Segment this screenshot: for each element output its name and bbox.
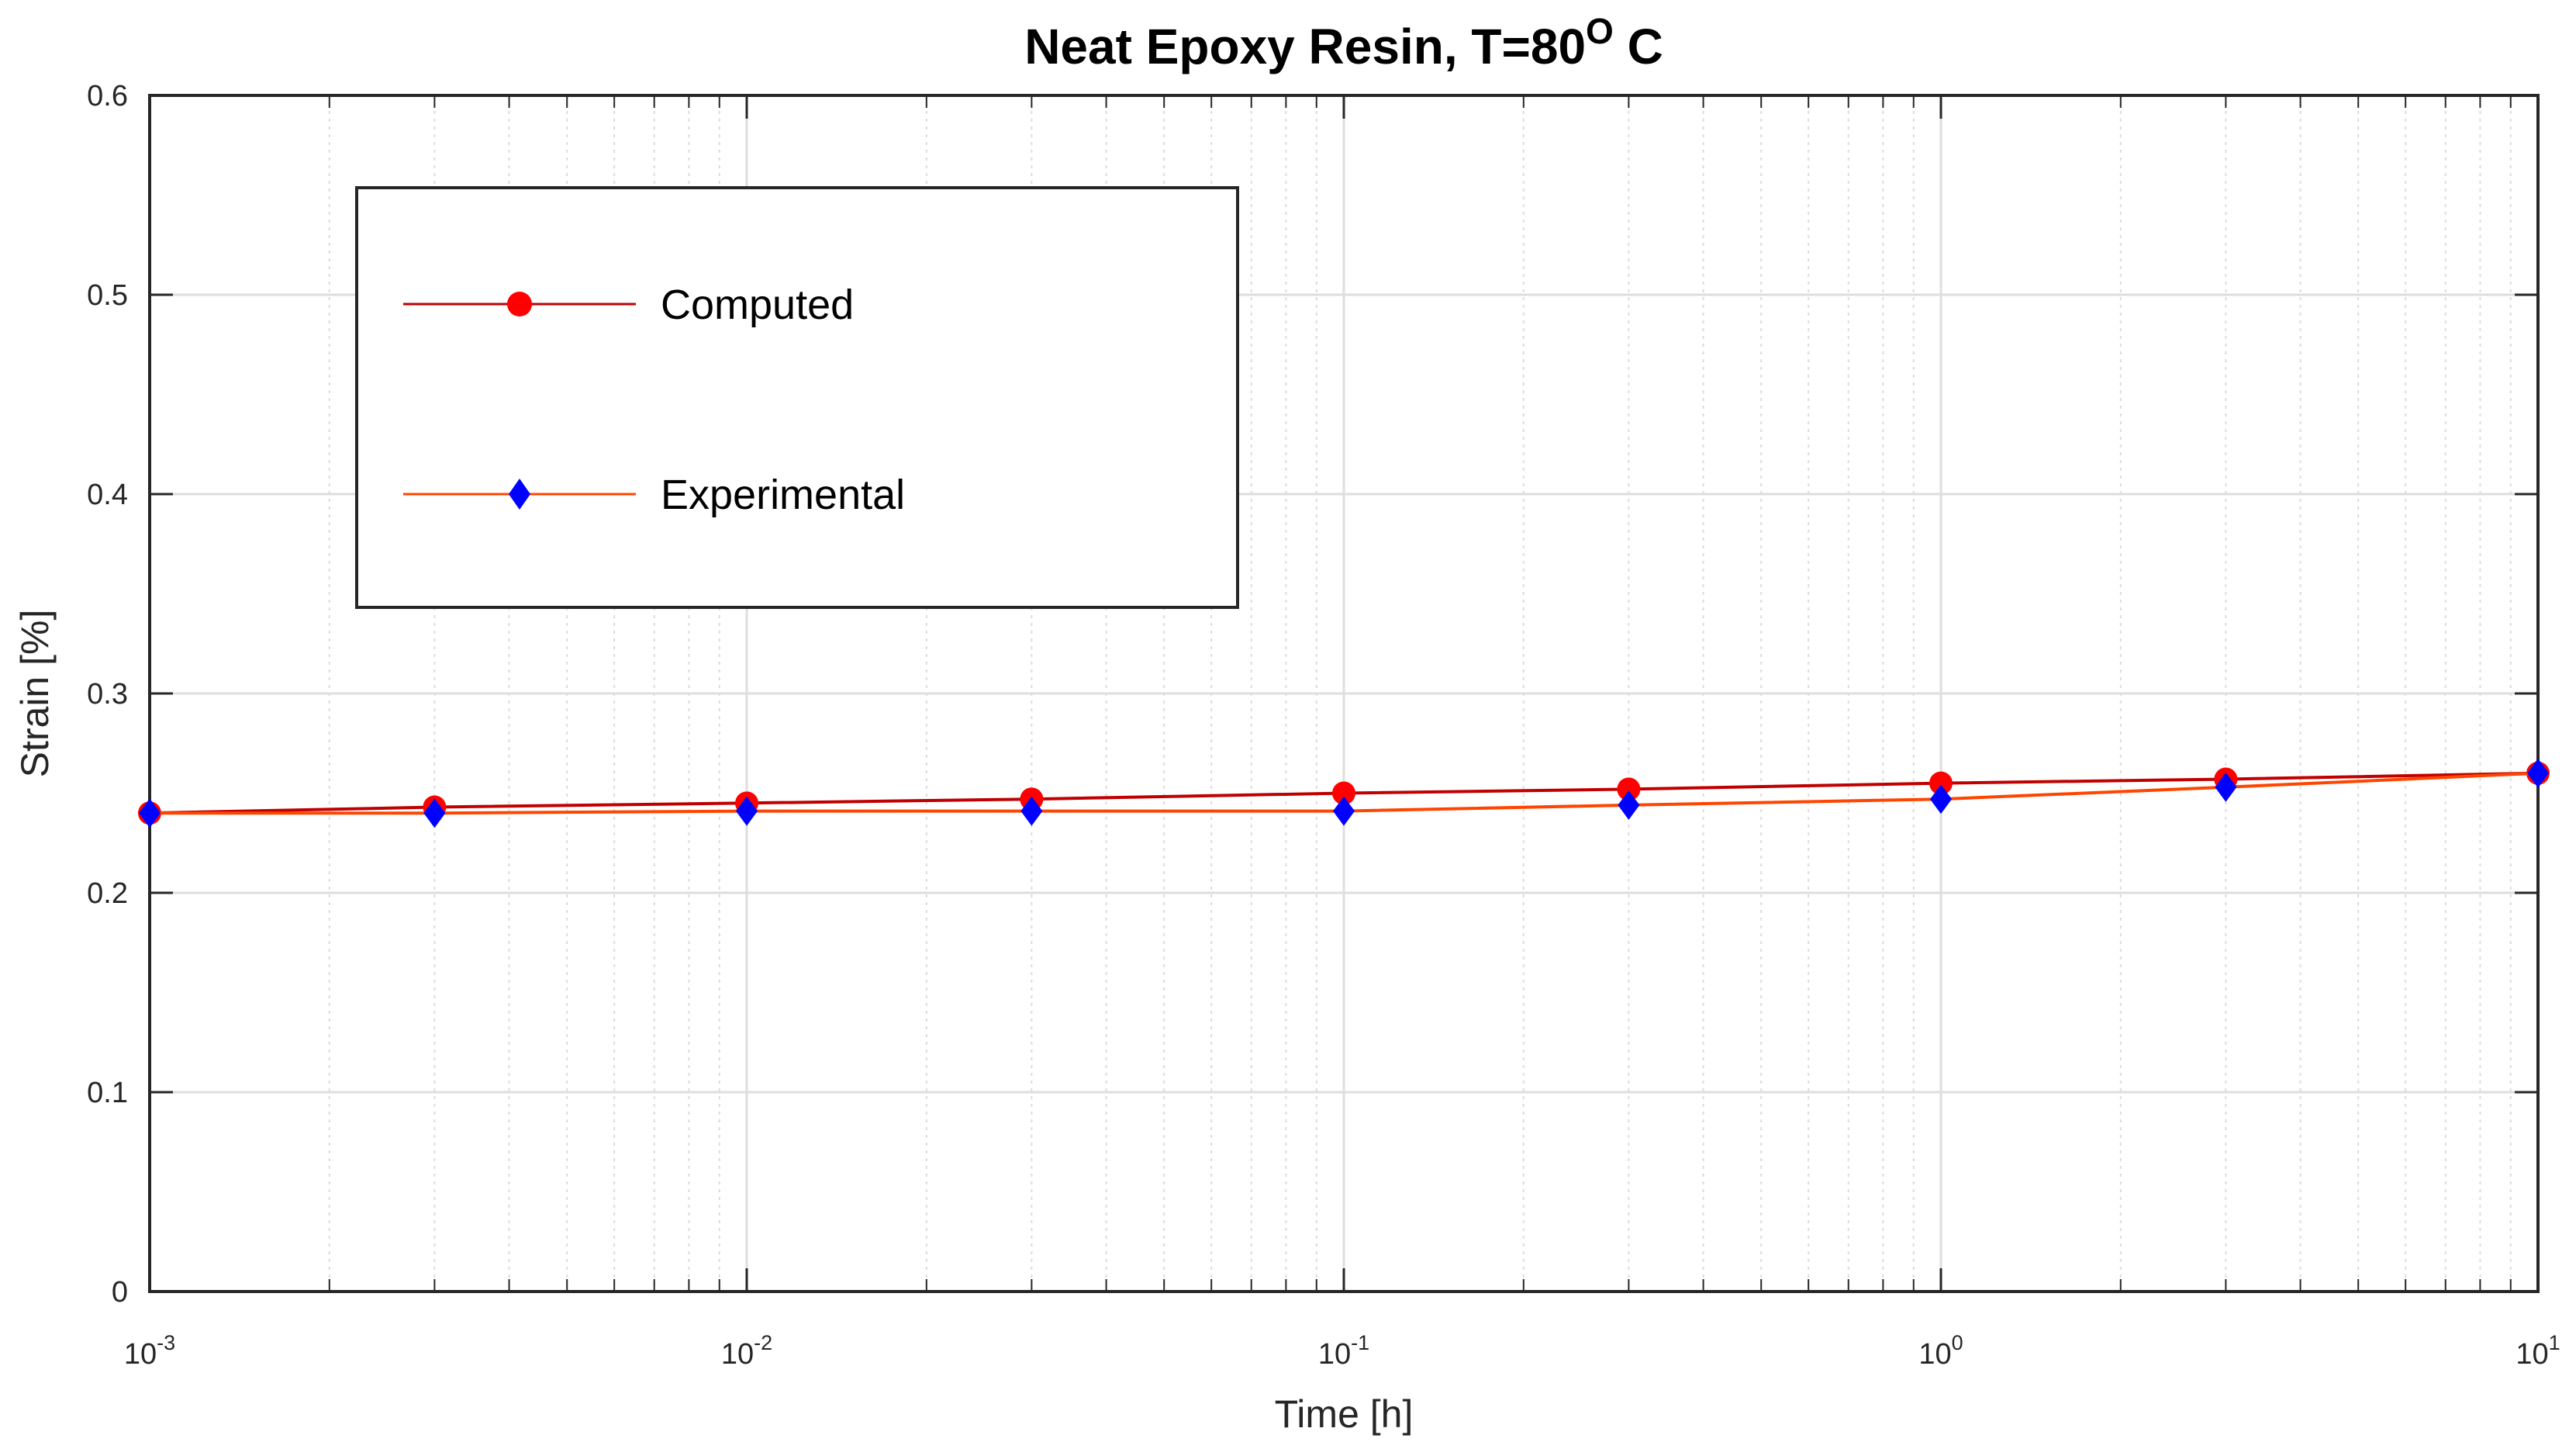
x-tick-label: 100 — [1918, 1331, 1963, 1371]
data-point-computed — [1929, 771, 1953, 795]
y-tick-label: 0.3 — [87, 678, 128, 711]
data-point-experimental — [2527, 758, 2549, 788]
legend-label-computed: Computed — [661, 282, 854, 328]
x-tick-label: 10-1 — [1318, 1331, 1369, 1371]
data-point-experimental — [1930, 784, 1952, 814]
legend-box — [355, 186, 1239, 609]
data-point-computed — [1617, 777, 1641, 801]
y-tick-label: 0.6 — [87, 80, 128, 112]
data-point-experimental — [2215, 772, 2237, 802]
data-point-computed — [1332, 781, 1355, 805]
legend-marker-computed — [507, 292, 532, 316]
chart-title: Neat Epoxy Resin, T=80O C — [1024, 11, 1663, 74]
data-point-experimental — [139, 798, 161, 828]
y-tick-labels: 0 0.1 0.2 0.3 0.4 0.5 0.6 — [87, 80, 128, 1309]
legend: Computed Experimental — [355, 186, 1239, 609]
series-experimental — [139, 758, 2549, 828]
data-point-experimental — [736, 796, 758, 826]
y-tick-label: 0.5 — [87, 279, 128, 312]
legend-label-experimental: Experimental — [661, 472, 905, 518]
data-point-experimental — [1333, 796, 1355, 826]
series-layer — [138, 758, 2550, 828]
x-tick-label: 10-3 — [124, 1331, 175, 1371]
legend-marker-experimental — [509, 479, 530, 510]
data-point-experimental — [1020, 796, 1043, 826]
x-axis-label: Time [h] — [1275, 1392, 1414, 1436]
x-tick-labels: 10-3 10-2 10-1 100 101 — [124, 1331, 2560, 1371]
y-tick-label: 0 — [112, 1276, 128, 1309]
x-tick-label: 101 — [2516, 1331, 2560, 1371]
y-tick-label: 0.1 — [87, 1077, 128, 1109]
axis-ticks — [148, 94, 2540, 1293]
y-axis-label: Strain [%] — [13, 610, 57, 778]
data-point-experimental — [423, 798, 446, 828]
y-tick-label: 0.2 — [87, 877, 128, 910]
y-tick-label: 0.4 — [87, 479, 128, 511]
x-tick-label: 10-2 — [721, 1331, 772, 1371]
data-point-experimental — [1618, 790, 1640, 820]
